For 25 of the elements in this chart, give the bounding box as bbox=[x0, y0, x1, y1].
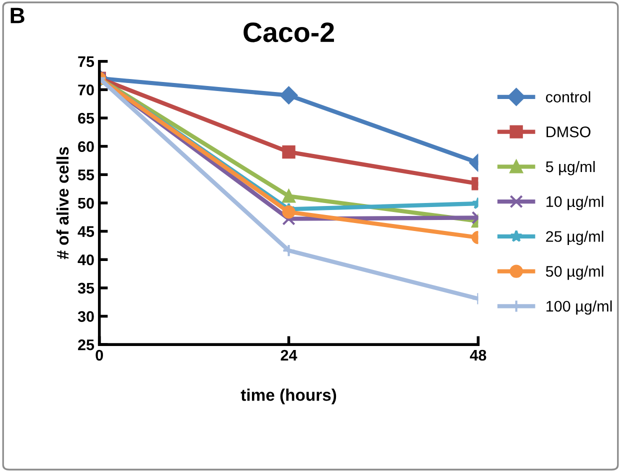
legend-label: 10 µg/ml bbox=[546, 196, 604, 210]
y-tick-label: 75 bbox=[78, 56, 94, 68]
x-axis-title: time (hours) bbox=[240, 388, 336, 404]
legend-label: 25 µg/ml bbox=[546, 230, 604, 245]
legend-label: control bbox=[546, 91, 590, 102]
legend-label: 5 µg/ml bbox=[546, 160, 595, 176]
y-tick-label: 60 bbox=[78, 141, 94, 152]
y-tick-label: 50 bbox=[78, 198, 94, 209]
y-axis-title: # of alive cells bbox=[56, 147, 69, 260]
y-tick-label: 70 bbox=[78, 84, 94, 96]
y-tick-label: 30 bbox=[78, 311, 94, 322]
y-tick-label: 25 bbox=[78, 339, 94, 350]
x-tick-label: 24 bbox=[280, 350, 298, 360]
y-tick-label: 45 bbox=[78, 226, 94, 237]
x-tick-label: 0 bbox=[96, 350, 103, 361]
legend-label: 50 µg/ml bbox=[546, 266, 604, 280]
legend-label: DMSO bbox=[546, 126, 590, 138]
text: B bbox=[10, 8, 24, 24]
chart-title: Caco-2 bbox=[244, 22, 334, 42]
y-tick-label: 55 bbox=[78, 170, 94, 180]
y-tick-label: 35 bbox=[78, 282, 94, 294]
x-tick-label: 48 bbox=[470, 350, 486, 361]
legend-label: 100 µg/ml bbox=[546, 300, 612, 315]
y-tick-label: 65 bbox=[78, 112, 94, 124]
y-tick-label: 40 bbox=[78, 254, 94, 266]
